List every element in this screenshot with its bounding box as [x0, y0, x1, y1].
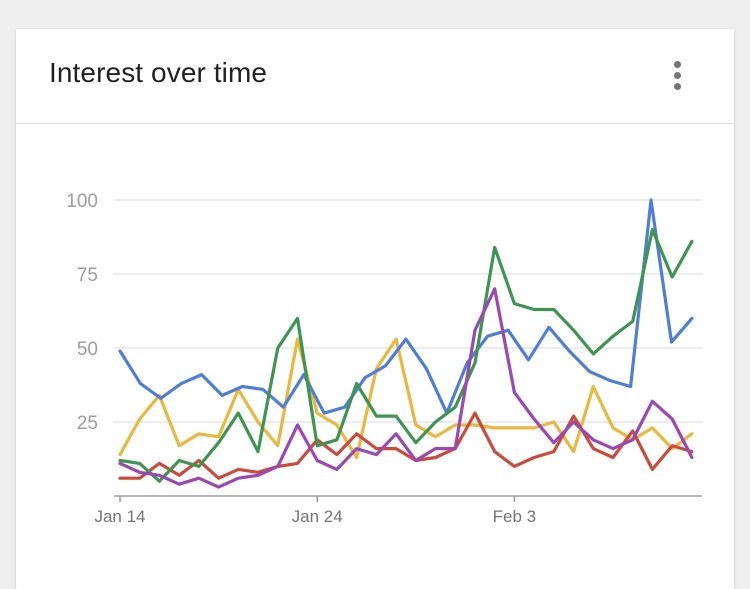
menu-dot	[674, 61, 681, 68]
line-chart: 25 50 75 100 Jan 14 Jan 24 Feb 3	[66, 191, 702, 526]
series-line-2	[118, 337, 694, 460]
card-header: Interest over time	[16, 29, 734, 124]
series-line-3	[118, 411, 694, 480]
menu-dot	[674, 83, 681, 90]
series-line-1	[118, 228, 694, 483]
x-tick-label: Jan 14	[94, 507, 145, 526]
series-line-0	[118, 198, 694, 415]
card-title: Interest over time	[49, 57, 268, 88]
menu-dot	[674, 72, 681, 79]
x-tick-label: Feb 3	[493, 507, 536, 526]
series-line-4	[118, 287, 694, 489]
y-tick-label: 75	[77, 265, 98, 286]
y-tick-label: 100	[66, 191, 98, 212]
y-tick-label: 50	[77, 339, 98, 360]
y-tick-label: 25	[77, 413, 98, 434]
more-vert-icon[interactable]	[664, 55, 692, 95]
interest-over-time-card: Interest over time 25 50 75 100 Jan 14 Jan 24…	[16, 29, 734, 589]
x-tick-label: Jan 24	[292, 507, 343, 526]
